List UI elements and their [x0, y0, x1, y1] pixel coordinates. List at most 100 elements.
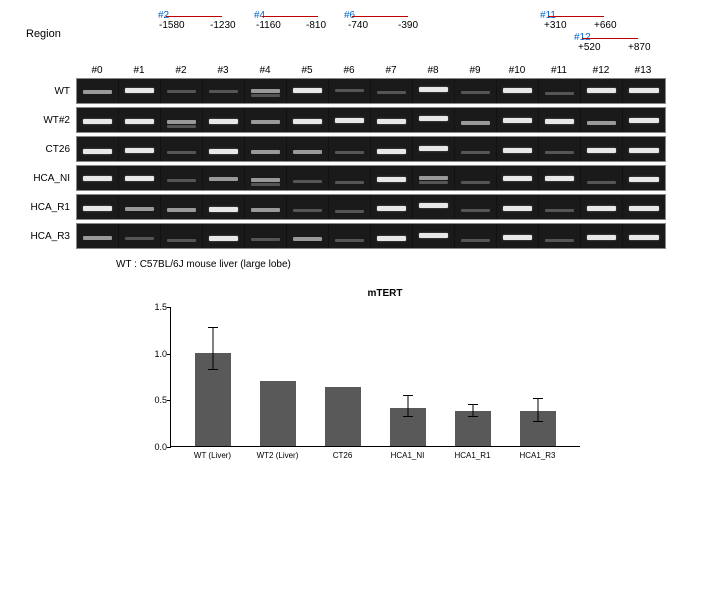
chart-bar-group [520, 411, 556, 446]
gel-lane [245, 166, 287, 190]
gel-lane [287, 224, 329, 248]
gel-band [335, 151, 364, 154]
gel-band [167, 179, 196, 182]
region-line [548, 16, 604, 17]
chart-x-label: HCA1_R3 [510, 451, 565, 460]
gel-band [251, 208, 280, 212]
gel-lane [497, 108, 539, 132]
gel-band [335, 239, 364, 242]
gel-lane [287, 166, 329, 190]
gel-band [167, 125, 196, 128]
gel-band [209, 119, 238, 124]
gel-band [503, 88, 532, 93]
gel-column-label: #10 [496, 65, 538, 76]
gel-band [461, 91, 490, 94]
gel-lane [329, 195, 371, 219]
gel-lane [77, 137, 119, 161]
region-start: -740 [348, 20, 368, 31]
gel-band [83, 149, 112, 154]
gel-band [377, 149, 406, 154]
gel-band [293, 209, 322, 212]
gel-row: CT26 [20, 136, 719, 162]
gel-row-label: WT [20, 86, 76, 97]
gel-lane [203, 166, 245, 190]
chart-bar-group [390, 408, 426, 446]
gel-lane [245, 108, 287, 132]
gel-band [335, 181, 364, 184]
gel-band [461, 239, 490, 242]
gel-band [83, 206, 112, 211]
gel-band [503, 235, 532, 240]
gel-row-label: HCA_NI [20, 173, 76, 184]
gel-lane [581, 79, 623, 103]
gel-band [293, 150, 322, 154]
gel-lane [287, 108, 329, 132]
gel-band [587, 235, 616, 240]
gel-band [209, 236, 238, 241]
region-start: +310 [544, 20, 567, 31]
gel-band [545, 92, 574, 95]
gel-lane [287, 195, 329, 219]
gel-lane [497, 166, 539, 190]
gel-lane [245, 224, 287, 248]
gel-lane [539, 79, 581, 103]
gel-band [461, 181, 490, 184]
gel-lane [539, 195, 581, 219]
gel-band [83, 119, 112, 124]
gel-band [83, 90, 112, 94]
gel-column-header: #0#1#2#3#4#5#6#7#8#9#10#11#12#13 [76, 65, 719, 76]
gel-lane [371, 224, 413, 248]
region-start: +520 [578, 42, 601, 53]
gel-band [209, 177, 238, 181]
gel-lane [245, 79, 287, 103]
gel-band [587, 181, 616, 184]
gel-column-label: #7 [370, 65, 412, 76]
chart-bar-group [325, 387, 361, 446]
gel-lane [161, 137, 203, 161]
gel-band [419, 146, 448, 151]
gel-lane [623, 195, 665, 219]
gel-band [629, 88, 659, 93]
gel-column-label: #3 [202, 65, 244, 76]
gel-band [629, 148, 659, 153]
gel-section: #0#1#2#3#4#5#6#7#8#9#10#11#12#13 WT WT#2 C… [20, 65, 719, 270]
region-end: -1230 [210, 20, 236, 31]
gel-band [419, 203, 448, 208]
gel-column-label: #5 [286, 65, 328, 76]
region-end: +870 [628, 42, 651, 53]
gel-lane [161, 79, 203, 103]
gel-lane [161, 166, 203, 190]
gel-row-label: WT#2 [20, 115, 76, 126]
gel-band [587, 206, 616, 211]
gel-lane [413, 137, 455, 161]
chart-error-cap [208, 369, 218, 370]
gel-image [76, 194, 666, 220]
chart-error-bar [407, 396, 408, 417]
chart-y-tick-label: 1.5 [143, 302, 167, 312]
gel-band [167, 239, 196, 242]
chart-y-tick [167, 354, 171, 355]
gel-lane [329, 166, 371, 190]
region-line [166, 16, 222, 17]
chart-x-label: HCA1_R1 [445, 451, 500, 460]
gel-band [125, 119, 154, 124]
gel-band [209, 149, 238, 154]
gel-lane [203, 79, 245, 103]
region-end: -810 [306, 20, 326, 31]
gel-band [335, 210, 364, 213]
gel-band [83, 176, 112, 181]
gel-lane [119, 108, 161, 132]
gel-lane [203, 137, 245, 161]
gel-band [587, 121, 616, 125]
chart-bar [260, 381, 296, 446]
gel-band [545, 151, 574, 154]
chart-y-tick [167, 400, 171, 401]
chart-y-tick-label: 0.0 [143, 442, 167, 452]
chart-error-bar [537, 399, 538, 421]
gel-band [377, 119, 406, 124]
gel-lane [329, 137, 371, 161]
gel-band [125, 148, 154, 153]
gel-lane [497, 137, 539, 161]
gel-band [461, 209, 490, 212]
gel-lane [455, 137, 497, 161]
